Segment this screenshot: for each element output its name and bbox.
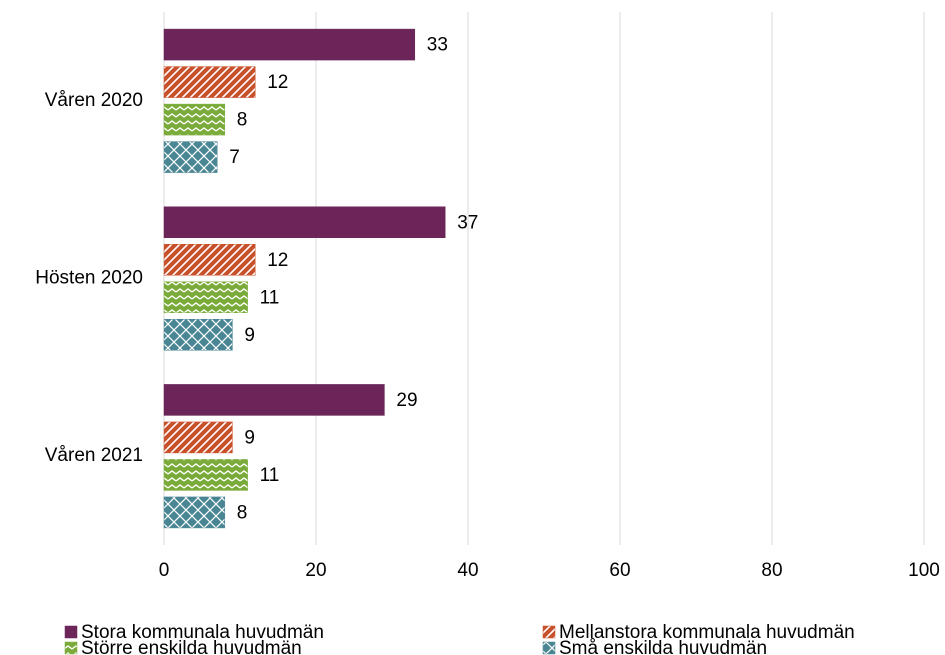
legend-label: Små enskilda huvudmän	[559, 638, 767, 655]
x-tick-label: 20	[305, 560, 326, 581]
legend-label: Större enskilda huvudmän	[81, 638, 302, 655]
bar	[163, 206, 446, 238]
data-label: 8	[237, 502, 248, 523]
bar	[163, 141, 218, 173]
x-tick-label: 80	[761, 560, 782, 581]
data-label: 12	[267, 250, 288, 271]
data-label: 11	[260, 287, 280, 308]
bar	[163, 103, 226, 136]
bar	[163, 28, 416, 61]
legend-swatch	[64, 625, 78, 639]
y-tick-label: Våren 2021	[45, 445, 143, 466]
bar	[163, 319, 233, 351]
bar	[163, 459, 248, 491]
bar	[163, 421, 233, 454]
legend-swatch	[542, 625, 556, 639]
data-label: 12	[267, 72, 288, 93]
data-label: 37	[457, 212, 478, 233]
legend-swatch	[64, 641, 78, 655]
bar	[163, 384, 385, 416]
bar	[163, 496, 226, 529]
data-label: 7	[229, 147, 240, 168]
bar	[163, 66, 256, 98]
data-label: 8	[237, 110, 248, 131]
x-tick-label: 100	[908, 560, 940, 581]
data-label: 29	[396, 390, 417, 411]
legend-label: Mellanstora kommunala huvudmän	[559, 622, 855, 643]
x-tick-label: 0	[159, 560, 170, 581]
bar	[163, 281, 248, 313]
y-tick-label: Hösten 2020	[35, 268, 143, 289]
data-label: 9	[244, 325, 255, 346]
y-tick-label: Våren 2020	[45, 90, 143, 111]
legend-label: Stora kommunala huvudmän	[81, 622, 324, 643]
x-tick-label: 60	[609, 560, 630, 581]
legend-swatch	[542, 641, 556, 655]
data-label: 33	[427, 35, 448, 56]
data-label: 9	[244, 427, 255, 448]
bar	[163, 244, 256, 276]
x-tick-label: 40	[457, 560, 478, 581]
data-label: 11	[260, 465, 280, 486]
